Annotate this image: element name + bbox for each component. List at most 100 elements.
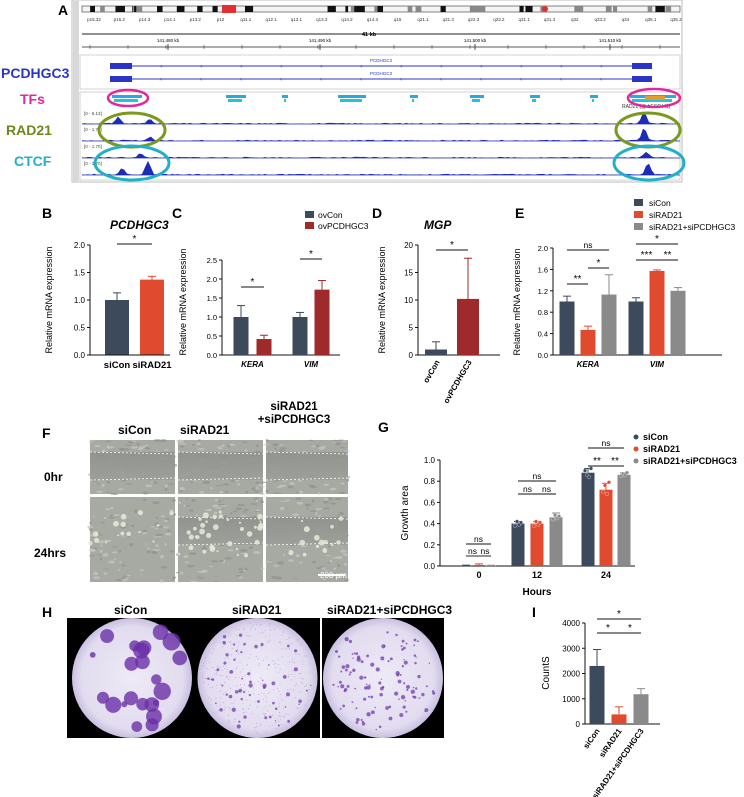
stain-speckle [278,714,280,716]
stain-speckle [231,702,233,704]
stain-speckle [276,688,278,690]
colony [363,697,367,701]
cell-texture [179,571,184,575]
stain-speckle [238,653,240,655]
stain-speckle [275,727,277,729]
stain-speckle [304,704,306,706]
cell-texture [107,491,110,494]
cell-texture [249,503,258,505]
colony [238,720,241,723]
migrating-cell [137,510,143,516]
highlight-ctcf-left [93,144,171,182]
data-point [625,470,629,475]
cell-texture [155,517,159,519]
stain-speckle [208,697,210,699]
cell-texture [327,562,331,564]
stain-speckle [251,684,253,686]
data-point [607,480,611,485]
colony [425,685,428,688]
colony [349,671,352,674]
stain-speckle [222,708,224,710]
migrating-cell [244,553,248,558]
colony [413,644,416,647]
ideogram-band-label: q14.3 [367,17,379,22]
colony [282,674,287,679]
cell-texture [156,451,160,453]
cell-texture [272,443,279,447]
f-row-0hr: 0hr [44,470,63,484]
cell-texture [103,516,107,520]
cell-texture [183,555,189,558]
cell-texture [93,480,99,482]
cell-texture [323,507,331,510]
colony [124,656,139,671]
colony [240,697,243,701]
y-tick-label: 1.5 [74,269,86,278]
colony-dishes [67,618,444,738]
stain-speckle [211,687,213,689]
stain-speckle [222,646,224,648]
stain-speckle [256,624,258,626]
migrating-cell [169,510,174,516]
colony [404,700,407,702]
cell-texture [222,483,230,486]
data-point [557,514,561,519]
stain-speckle [249,670,251,672]
colony [235,649,238,652]
stain-speckle [226,677,228,679]
cell-texture [244,569,247,572]
cell-texture [272,564,280,567]
ideogram-band-label: q11.1 [240,17,251,22]
cell-texture [110,492,114,495]
strand-arrow: ‹ [280,77,282,83]
stain-speckle [230,654,232,656]
migrating-cell [202,549,207,554]
cell-texture [179,445,185,448]
stain-speckle [217,666,219,668]
panel-letter-f: F [42,425,51,441]
cell-texture [197,577,206,579]
y-tick-label: 0.0 [207,351,217,360]
cell-texture [260,567,265,570]
stain-speckle [228,671,230,673]
stain-speckle [271,660,273,662]
colony [374,706,377,709]
stain-speckle [282,715,284,717]
cell-texture [287,559,294,562]
stain-speckle [261,642,263,644]
stain-speckle [256,732,258,734]
colony [369,684,371,686]
cell-texture [220,508,225,510]
stain-speckle [278,641,280,643]
ideogram-band [605,6,612,12]
migrating-cell [117,534,120,537]
stain-speckle [275,666,277,668]
coord-label: 141,490 kb [309,38,332,43]
bar-ovCon-KERA [233,317,249,355]
colony [243,715,247,719]
cell-texture [119,526,127,529]
stain-speckle [279,716,281,718]
stain-speckle [227,668,229,670]
label-tfs: TFs [20,91,45,107]
cell-texture [316,566,321,570]
cell-texture [122,535,125,537]
y-tick-label: 1.6 [538,265,548,274]
migrating-cell [126,531,132,537]
stain-speckle [289,648,291,650]
cell-texture [324,555,332,557]
stain-speckle [305,655,307,657]
stain-speckle [201,674,203,676]
colony [260,643,264,647]
stain-speckle [222,640,224,642]
stain-speckle [279,711,281,713]
cell-texture [255,499,259,502]
colony [413,638,417,642]
cell-texture [214,581,218,583]
legend-label: ovPCDHGC3 [318,221,369,231]
y-tick-label: 20 [404,241,413,250]
stain-speckle [266,656,268,658]
migrating-cell [318,539,325,546]
stain-speckle [288,637,290,639]
stain-speckle [243,627,245,629]
